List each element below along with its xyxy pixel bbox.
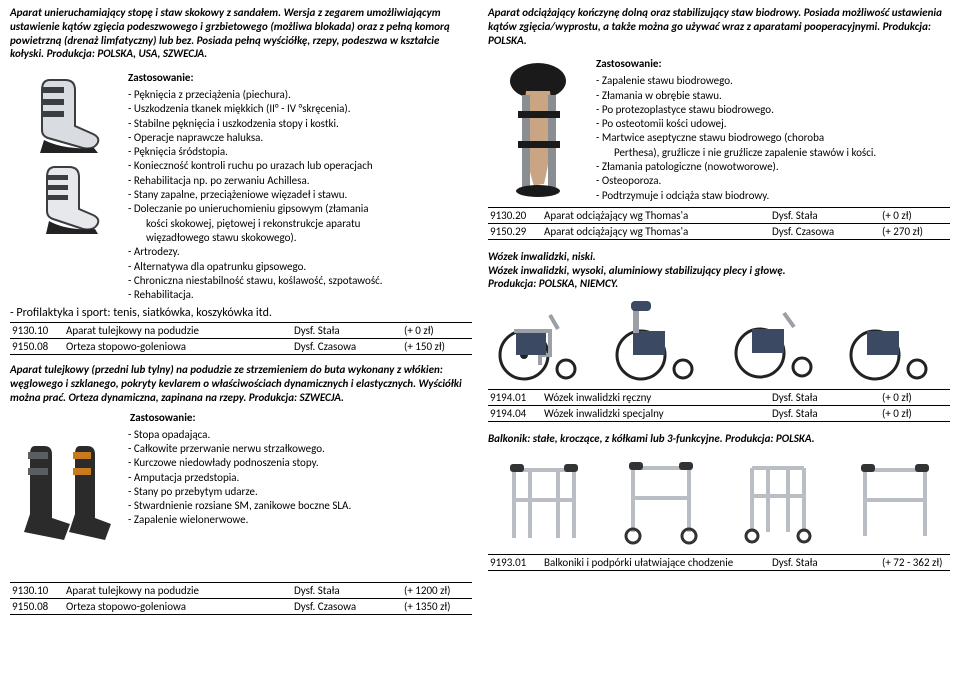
right-s3-table: 9193.01Balkoniki i podpórki ułatwiające … bbox=[488, 554, 950, 571]
left-s2-images bbox=[10, 428, 120, 548]
left-s1-list: Pęknięcia z przeciążenia (piechura). Usz… bbox=[128, 88, 472, 302]
right-s3-images bbox=[488, 450, 950, 550]
left-s2-table: 9130.10Aparat tulejkowy na podudzieDysf.… bbox=[10, 582, 472, 615]
left-s1-zast: Zastosowanie: bbox=[128, 71, 472, 84]
left-s1-header: Aparat unieruchamiający stopę i staw sko… bbox=[10, 6, 472, 61]
left-s2-header: Aparat tulejkowy (przedni lub tylny) na … bbox=[10, 363, 472, 404]
right-s3-header: Balkonik: stałe, kroczące, z kółkami lub… bbox=[488, 432, 950, 446]
right-s1-list: Zapalenie stawu biodrowego. Złamania w o… bbox=[596, 74, 950, 203]
right-s2-table: 9194.01Wózek inwalidzki ręcznyDysf. Stał… bbox=[488, 389, 950, 422]
right-s1-zast: Zastosowanie: bbox=[596, 57, 950, 70]
right-s1-header: Aparat odciążający kończynę dolną oraz s… bbox=[488, 6, 950, 47]
right-s2-header: Wózek inwalidzki, niski. Wózek inwalidzk… bbox=[488, 250, 950, 291]
right-s2-images bbox=[488, 295, 950, 385]
left-s1-images bbox=[10, 65, 120, 302]
right-s1-table: 9130.20Aparat odciążający wg Thomas'aDys… bbox=[488, 207, 950, 240]
left-s1-table: 9130.10Aparat tulejkowy na podudzieDysf.… bbox=[10, 322, 472, 355]
right-s1-images bbox=[488, 51, 588, 203]
left-s2-list: Stopa opadająca. Całkowite przerwanie ne… bbox=[128, 428, 472, 528]
left-s2-zast: Zastosowanie: bbox=[130, 411, 472, 424]
left-s1-foot: - Profilaktyka i sport: tenis, siatkówka… bbox=[10, 306, 472, 320]
